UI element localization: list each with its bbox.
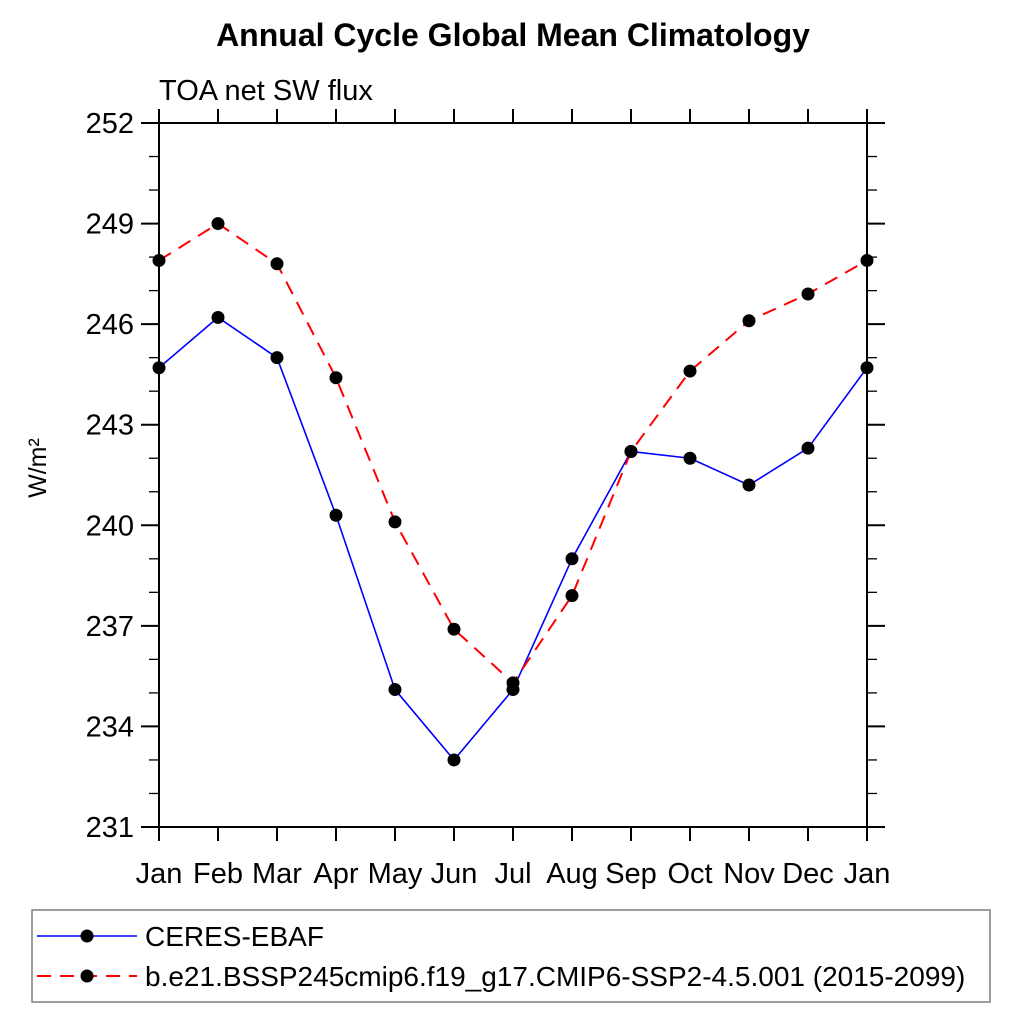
x-tick-label: Sep	[605, 858, 657, 890]
legend-entry-model-run: b.e21.BSSP245cmip6.f19_g17.CMIP6-SSP2-4.…	[37, 961, 965, 992]
x-tick-label: Jan	[844, 858, 891, 890]
x-tick-label: Dec	[782, 858, 834, 890]
y-tick-label: 249	[86, 209, 134, 241]
data-point-series-1	[801, 287, 815, 301]
data-point-series-0	[860, 361, 874, 375]
data-point-series-1	[624, 445, 638, 459]
data-point-series-0	[742, 478, 756, 492]
data-point-series-0	[565, 552, 579, 566]
chart-title: Annual Cycle Global Mean Climatology	[216, 17, 810, 53]
x-tick-label: Jun	[431, 858, 478, 890]
plot-frame	[158, 122, 868, 828]
legend: CERES-EBAF b.e21.BSSP245cmip6.f19_g17.CM…	[31, 909, 991, 1003]
y-tick-label: 234	[86, 711, 134, 743]
data-point-series-1	[742, 314, 756, 328]
legend-label-ceres: CERES-EBAF	[145, 921, 324, 952]
data-point-series-0	[683, 451, 697, 465]
legend-entry-ceres-ebaf: CERES-EBAF	[37, 921, 324, 952]
data-point-series-1	[565, 589, 579, 603]
data-point-series-1	[329, 371, 343, 385]
x-tick-label: Nov	[723, 858, 775, 890]
x-tick-label: Jan	[136, 858, 183, 890]
y-tick-label: 246	[86, 309, 134, 341]
data-point-series-1	[152, 253, 166, 267]
data-point-series-0	[329, 508, 343, 522]
y-tick-label: 231	[86, 812, 134, 844]
data-point-series-1	[447, 622, 461, 636]
legend-marker-model	[80, 969, 94, 983]
data-point-series-0	[388, 683, 402, 697]
x-tick-label: May	[368, 858, 423, 890]
data-point-series-0	[211, 310, 225, 324]
data-point-series-1	[683, 364, 697, 378]
y-tick-label: 237	[86, 611, 134, 643]
legend-box	[31, 909, 991, 1003]
y-axis-label: W/m²	[24, 438, 52, 498]
x-tick-label: Jul	[494, 858, 531, 890]
data-point-series-1	[388, 515, 402, 529]
data-point-series-1	[506, 676, 520, 690]
plot-series	[152, 217, 874, 767]
x-tick-label: Apr	[313, 858, 358, 890]
series-line-1	[158, 222, 868, 685]
y-tick-label: 240	[86, 510, 134, 542]
x-tick-label: Aug	[546, 858, 598, 890]
x-tick-label: Mar	[252, 858, 302, 890]
legend-marker-ceres	[80, 929, 94, 943]
data-point-series-0	[270, 351, 284, 365]
data-point-series-0	[801, 441, 815, 455]
data-point-series-1	[211, 217, 225, 231]
x-tick-label: Oct	[667, 858, 712, 890]
data-point-series-0	[152, 361, 166, 375]
y-tick-label: 252	[86, 108, 134, 140]
y-tick-label: 243	[86, 410, 134, 442]
chart-subtitle: TOA net SW flux	[159, 75, 373, 107]
x-tick-label: Feb	[193, 858, 243, 890]
data-point-series-1	[860, 253, 874, 267]
legend-label-model: b.e21.BSSP245cmip6.f19_g17.CMIP6-SSP2-4.…	[145, 961, 965, 992]
data-point-series-1	[270, 257, 284, 271]
data-point-series-0	[447, 753, 461, 767]
